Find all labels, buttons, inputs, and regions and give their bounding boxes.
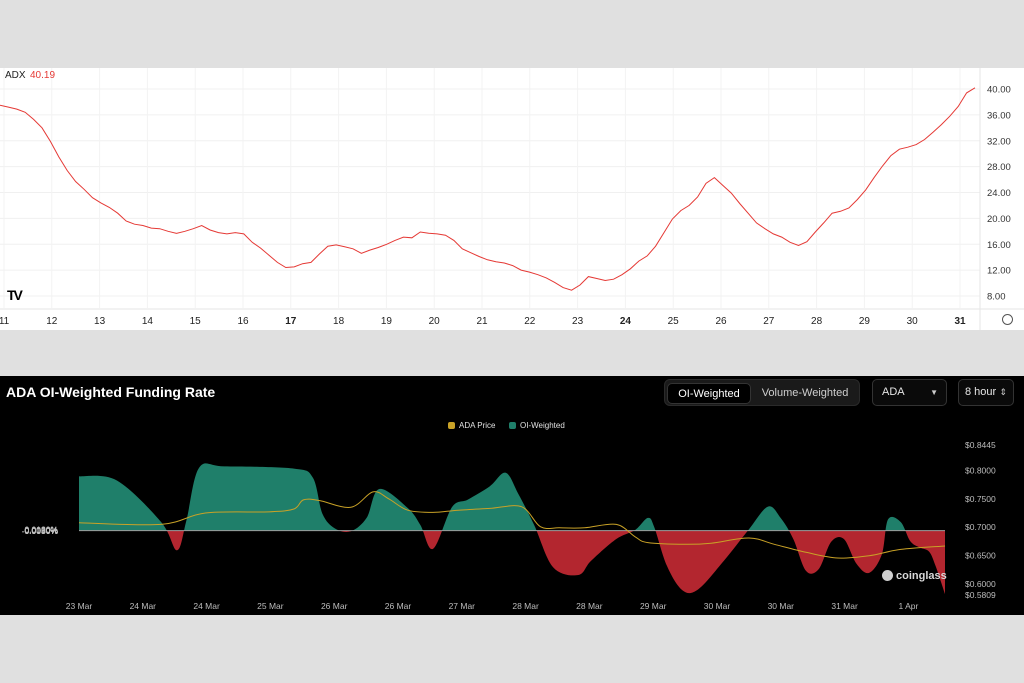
negative-funding-area bbox=[79, 530, 945, 594]
left-y-tick-label: -0.0090% bbox=[22, 526, 59, 536]
right-y-tick-label: $0.7000 bbox=[965, 522, 996, 532]
adx-x-tick-label: 19 bbox=[381, 316, 393, 327]
right-y-tick-label: $0.5809 bbox=[965, 590, 996, 600]
coinglass-watermark-text: coinglass bbox=[896, 570, 947, 582]
ada-price-line bbox=[78, 491, 946, 559]
x-tick-label: 24 Mar bbox=[193, 601, 220, 611]
adx-x-tick-label: 12 bbox=[46, 316, 58, 327]
adx-x-tick-label: 18 bbox=[333, 316, 345, 327]
x-tick-label: 26 Mar bbox=[321, 601, 348, 611]
adx-y-tick-label: 20.00 bbox=[987, 214, 1011, 225]
adx-y-tick-label: 8.00 bbox=[987, 292, 1006, 303]
legend-swatch-price bbox=[448, 422, 455, 429]
left-y-tick-label: 0% bbox=[46, 526, 59, 536]
coinglass-logo-icon bbox=[882, 570, 893, 581]
weighting-toggle: OI-Weighted Volume-Weighted bbox=[664, 379, 860, 406]
right-y-tick-label: $0.6500 bbox=[965, 551, 996, 561]
adx-indicator-label: ADX bbox=[5, 70, 26, 81]
interval-select-value: 8 hour bbox=[965, 386, 997, 398]
x-tick-label: 30 Mar bbox=[704, 601, 731, 611]
adx-x-tick-label: 26 bbox=[715, 316, 727, 327]
legend-label-price: ADA Price bbox=[459, 421, 496, 430]
funding-rate-chart: 0.0120%0.0090%0.0060%0.0030%0%-0.0030%-0… bbox=[22, 440, 996, 611]
right-y-tick-label: $0.6000 bbox=[965, 579, 996, 589]
x-tick-label: 25 Mar bbox=[257, 601, 284, 611]
x-tick-label: 28 Mar bbox=[512, 601, 539, 611]
volume-weighted-toggle[interactable]: Volume-Weighted bbox=[761, 387, 849, 399]
adx-x-tick-label: 16 bbox=[237, 316, 249, 327]
adx-y-tick-label: 12.00 bbox=[987, 266, 1011, 277]
legend-item-oi[interactable]: OI-Weighted bbox=[509, 421, 565, 430]
right-y-tick-label: $0.8000 bbox=[965, 465, 996, 475]
coinglass-watermark: coinglass bbox=[882, 570, 947, 582]
adx-x-tick-label: 20 bbox=[429, 316, 441, 327]
right-y-tick-label: $0.7500 bbox=[965, 494, 996, 504]
oi-weighted-toggle[interactable]: OI-Weighted bbox=[667, 383, 751, 404]
adx-x-tick-label: 30 bbox=[907, 316, 919, 327]
gear-icon[interactable] bbox=[1002, 314, 1013, 325]
left-y-tick-label: -0.0060% bbox=[22, 526, 59, 536]
adx-x-tick-label: 27 bbox=[763, 316, 775, 327]
x-tick-label: 24 Mar bbox=[130, 601, 157, 611]
adx-x-tick-label: 11 bbox=[0, 316, 10, 327]
coin-select[interactable]: ADA ▼ bbox=[872, 379, 947, 406]
adx-x-tick-label: 14 bbox=[142, 316, 154, 327]
interval-select[interactable]: 8 hour ⇕ bbox=[958, 379, 1014, 406]
adx-x-tick-label: 15 bbox=[190, 316, 202, 327]
adx-y-tick-label: 16.00 bbox=[987, 240, 1011, 251]
x-tick-label: 27 Mar bbox=[449, 601, 476, 611]
adx-chart: 40.00 36.00 32.00 28.00 24.00 20.00 16.00 12.00… bbox=[0, 68, 1024, 330]
adx-y-tick-label: 24.00 bbox=[987, 188, 1011, 199]
funding-rate-panel: ADA OI-Weighted Funding Rate OI-Weighted… bbox=[0, 376, 1024, 615]
x-tick-label: 31 Mar bbox=[831, 601, 858, 611]
adx-x-tick-label: 28 bbox=[811, 316, 823, 327]
adx-x-tick-label: 29 bbox=[859, 316, 871, 327]
x-tick-label: 26 Mar bbox=[385, 601, 412, 611]
adx-line bbox=[0, 87, 976, 291]
adx-y-tick-label: 32.00 bbox=[987, 136, 1011, 147]
positive-funding-area bbox=[79, 463, 906, 531]
legend-item-price[interactable]: ADA Price bbox=[448, 421, 495, 430]
caret-down-icon: ▼ bbox=[930, 388, 938, 397]
legend-label-oi: OI-Weighted bbox=[520, 421, 565, 430]
adx-x-tick-label: 17 bbox=[285, 316, 297, 327]
funding-chart-title: ADA OI-Weighted Funding Rate bbox=[6, 384, 216, 400]
x-tick-label: 1 Apr bbox=[898, 601, 918, 611]
adx-x-tick-label: 13 bbox=[94, 316, 106, 327]
adx-y-tick-label: 36.00 bbox=[987, 110, 1011, 121]
x-tick-label: 23 Mar bbox=[66, 601, 93, 611]
x-tick-label: 28 Mar bbox=[576, 601, 603, 611]
left-y-tick-label: 0.0060% bbox=[24, 525, 58, 535]
adx-x-tick-label: 21 bbox=[476, 316, 488, 327]
x-tick-label: 30 Mar bbox=[768, 601, 795, 611]
right-y-tick-label: $0.8445 bbox=[965, 440, 996, 450]
left-y-tick-label: 0.0120% bbox=[24, 525, 58, 535]
adx-y-tick-label: 28.00 bbox=[987, 162, 1011, 173]
left-y-tick-label: -0.0030% bbox=[22, 526, 59, 536]
up-down-chevron-icon: ⇕ bbox=[999, 387, 1007, 397]
adx-x-tick-label: 23 bbox=[572, 316, 584, 327]
left-y-tick-label: 0.0090% bbox=[24, 525, 58, 535]
left-y-tick-label: 0.0030% bbox=[24, 525, 58, 535]
adx-x-tick-label: 25 bbox=[668, 316, 680, 327]
coin-select-value: ADA bbox=[882, 386, 905, 398]
x-tick-label: 29 Mar bbox=[640, 601, 667, 611]
adx-y-tick-label: 40.00 bbox=[987, 85, 1011, 96]
adx-x-tick-label: 24 bbox=[620, 316, 632, 327]
legend-swatch-oi bbox=[509, 422, 516, 429]
adx-x-tick-label: 31 bbox=[954, 316, 966, 327]
tradingview-logo: TV bbox=[7, 287, 23, 303]
adx-x-tick-label: 22 bbox=[524, 316, 536, 327]
adx-indicator-value: 40.19 bbox=[30, 70, 56, 81]
adx-chart-panel: 40.00 36.00 32.00 28.00 24.00 20.00 16.00 12.00… bbox=[0, 68, 1024, 330]
